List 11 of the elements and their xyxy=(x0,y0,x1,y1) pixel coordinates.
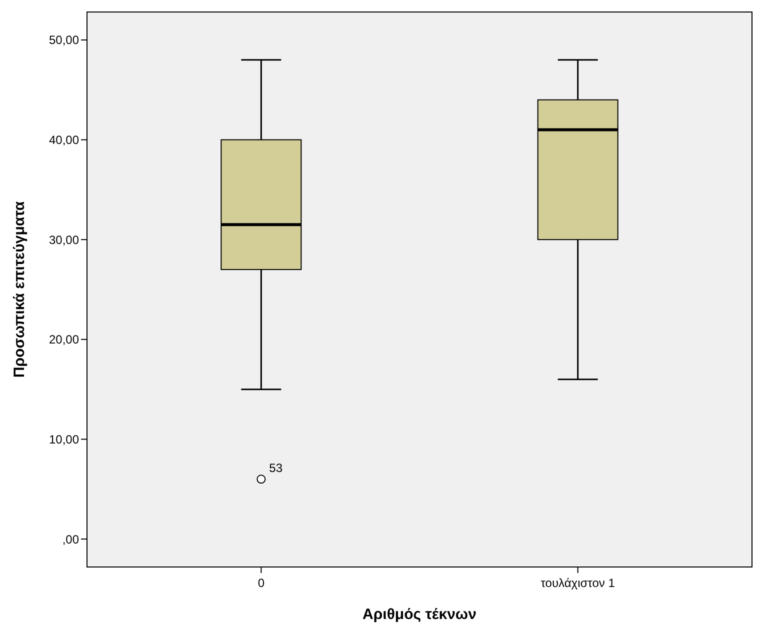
annotation: 53 xyxy=(269,461,283,476)
y-tick-label: 40,00 xyxy=(48,132,80,147)
y-tick-label: 30,00 xyxy=(48,232,80,247)
y-tick-label: 10,00 xyxy=(48,432,80,446)
y-axis-title: Προσωπικά επιτεύγματα xyxy=(11,200,28,378)
y-tick-label: 50,00 xyxy=(48,33,80,48)
x-axis-title: Αριθμός τέκνων xyxy=(362,606,476,623)
x-tick-label: 0 xyxy=(258,576,265,590)
y-tick-label: ,00 xyxy=(62,532,80,546)
x-tick-label: τουλάχιστον 1 xyxy=(540,576,616,590)
y-tick-label: 20,00 xyxy=(48,332,80,347)
